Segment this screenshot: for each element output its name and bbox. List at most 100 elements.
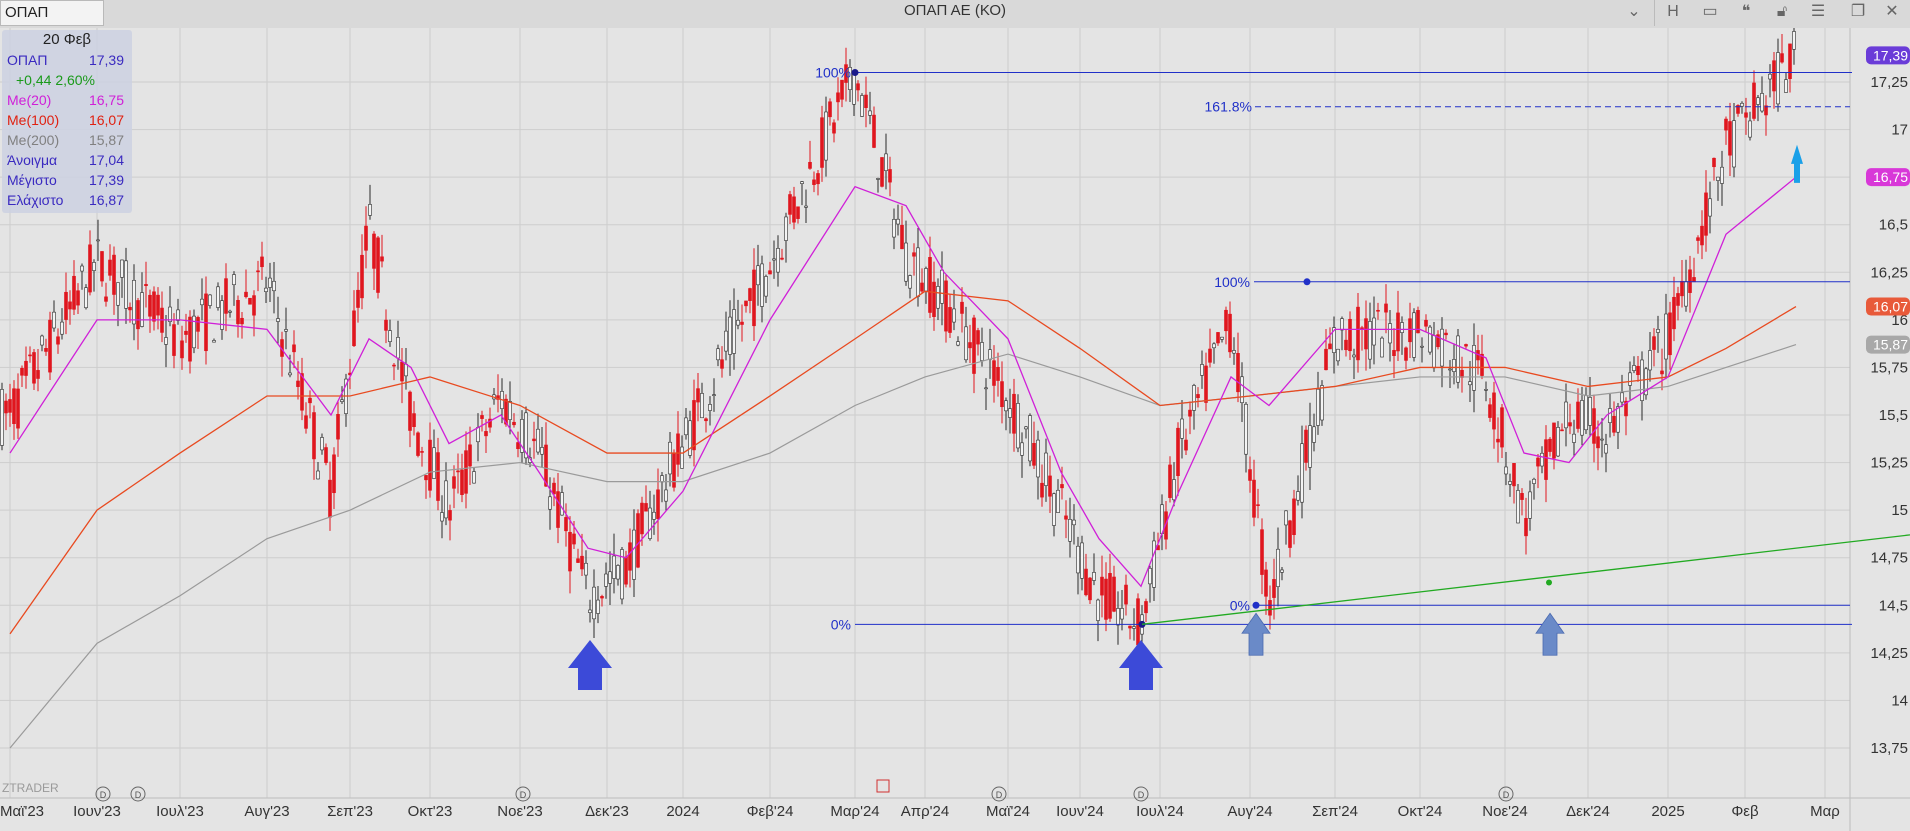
candle-body — [1180, 418, 1184, 439]
candle-body — [892, 219, 896, 238]
candle-body — [1128, 625, 1132, 629]
candle-body — [1016, 403, 1020, 449]
symbol-input[interactable]: ΟΠΑΠ — [0, 0, 104, 26]
candle-body — [752, 269, 756, 327]
candle-body — [1024, 426, 1028, 430]
candle-body — [84, 287, 88, 309]
ma100-line — [9, 290, 1797, 635]
candle-body — [1204, 365, 1208, 403]
candle-body — [644, 503, 648, 512]
candle-body — [1304, 429, 1308, 463]
candle-body — [444, 480, 448, 519]
candle-body — [1452, 359, 1456, 372]
candle-body — [1672, 296, 1676, 330]
dividend-marker-icon — [1133, 786, 1149, 802]
lock-icon[interactable]: 🔓︎ — [1776, 3, 1788, 20]
fib-anchor-point — [1303, 278, 1311, 286]
candle-body — [564, 517, 568, 532]
candle-body — [1592, 408, 1596, 444]
candle-body — [1224, 309, 1228, 332]
x-tick-label: Δεκ'23 — [585, 803, 629, 820]
layout-icon[interactable]: ▭ — [1702, 3, 1718, 20]
candle-body — [1496, 438, 1500, 443]
candle-body — [924, 268, 928, 292]
candle-body — [1792, 31, 1796, 50]
candle-body — [1652, 336, 1656, 350]
candle-body — [1424, 319, 1428, 327]
candle-body — [524, 412, 528, 459]
candle-body — [820, 117, 824, 168]
candle-body — [1168, 464, 1172, 498]
candle-body — [1008, 408, 1012, 418]
legend-row: Me(100) 16,07 — [2, 110, 132, 130]
candle-body — [364, 225, 368, 251]
candle-body — [196, 317, 200, 332]
candle-body — [1468, 381, 1472, 386]
ma200-line — [9, 344, 1797, 749]
quote-icon[interactable]: ❝ — [1741, 3, 1751, 20]
x-tick-label: Μαϊ'24 — [986, 803, 1030, 820]
candle-body — [1332, 327, 1336, 353]
candle-body — [1508, 481, 1512, 485]
dividend-marker-label: D — [520, 790, 527, 800]
candle-body — [384, 319, 388, 331]
price-chart[interactable]: 100% 161.8% 0% 100% 0% D D D D D D Μαϊ'23 Ιουν'23 Ιου… — [0, 28, 1910, 831]
candle-body — [456, 470, 460, 473]
candle-body — [1668, 312, 1672, 356]
candle-body — [604, 573, 608, 587]
trend-line — [1141, 534, 1910, 625]
up-arrow-icon — [1241, 612, 1271, 656]
menu-icon[interactable]: ☰ — [1810, 3, 1826, 20]
candle-body — [968, 342, 972, 349]
candle-body — [168, 306, 172, 322]
candle-body — [1492, 392, 1496, 430]
candle-body — [512, 421, 516, 426]
legend-row: Μέγιστο 17,39 — [2, 170, 132, 190]
candle-body — [416, 432, 420, 456]
candle-body — [916, 247, 920, 297]
dividend-marker-icon — [991, 786, 1007, 802]
candle-body — [1740, 102, 1744, 107]
candle-body — [188, 316, 192, 362]
candle-body — [1648, 350, 1652, 371]
ma-price-tag: 16,07 — [1873, 299, 1908, 315]
candle-body — [472, 471, 476, 484]
candle-body — [24, 360, 28, 376]
candle-body — [1196, 394, 1200, 399]
candle-body — [908, 275, 912, 289]
candle-body — [1152, 540, 1156, 588]
candle-body — [1752, 82, 1756, 119]
y-tick-label: 17,25 — [1870, 74, 1908, 91]
chevron-down-icon[interactable]: ⌄ — [1627, 3, 1641, 20]
interval-button[interactable]: H — [1654, 0, 1691, 26]
candle-body — [520, 419, 524, 453]
candle-body — [1320, 385, 1324, 421]
legend-key: Me(200) — [7, 132, 60, 148]
earnings-marker-icon — [876, 779, 890, 793]
close-icon[interactable]: ✕ — [1885, 3, 1899, 20]
candle-body — [380, 256, 384, 262]
legend-row: Ελάχιστο 16,87 — [2, 190, 132, 210]
candle-body — [1768, 73, 1772, 80]
candle-body — [16, 388, 20, 429]
candle-body — [328, 479, 332, 518]
candle-body — [120, 259, 124, 278]
candle-body — [1388, 323, 1392, 344]
candle-body — [336, 414, 340, 440]
candle-body — [864, 94, 868, 108]
candle-body — [1316, 388, 1320, 426]
candle-body — [1112, 576, 1116, 612]
restore-icon[interactable]: ❐ — [1850, 3, 1866, 20]
candle-body — [36, 370, 40, 379]
candle-body — [828, 101, 832, 118]
candle-body — [1660, 370, 1664, 375]
candle-body — [708, 404, 712, 411]
candle-body — [1624, 400, 1628, 417]
candle-body — [100, 251, 104, 282]
y-tick-label: 14,75 — [1870, 550, 1908, 567]
candle-body — [1184, 439, 1188, 451]
candle-body — [1464, 344, 1468, 347]
candle-body — [792, 196, 796, 223]
x-tick-label: Σεπ'23 — [327, 803, 373, 820]
candle-body — [1448, 368, 1452, 371]
